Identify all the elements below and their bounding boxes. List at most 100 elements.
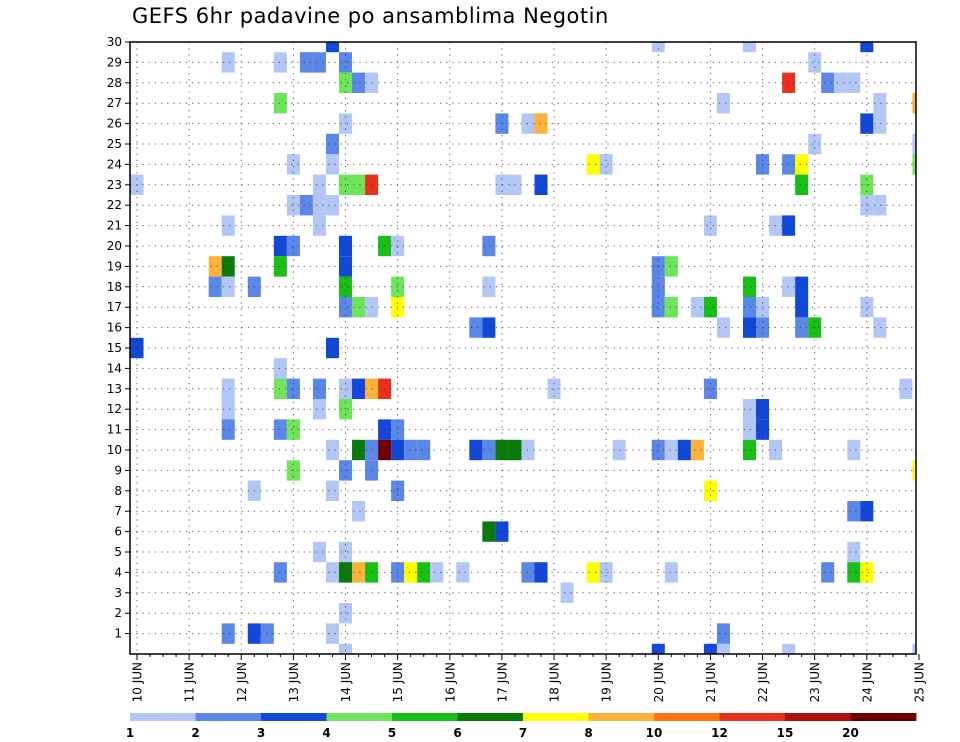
heatmap-cell — [312, 195, 326, 216]
colorbar-label: 20 — [842, 726, 859, 740]
y-tick-label: 22 — [107, 198, 122, 212]
heatmap-cell — [664, 439, 678, 461]
y-tick-label: 20 — [107, 239, 122, 253]
colorbar-swatch — [195, 713, 262, 721]
heatmap-cell — [221, 399, 235, 420]
heatmap-cell — [325, 195, 339, 216]
colorbar-label: 6 — [453, 726, 461, 740]
heatmap-cell — [286, 195, 300, 216]
colorbar-label: 3 — [257, 726, 265, 740]
colorbar-label: 8 — [584, 726, 592, 740]
heatmap-cell — [912, 93, 916, 114]
heatmap-cell — [703, 480, 717, 501]
heatmap-cell — [339, 52, 353, 73]
heatmap-cell — [743, 419, 757, 440]
heatmap-cells — [130, 42, 916, 654]
heatmap-cell — [743, 317, 757, 338]
heatmap-cell — [782, 643, 796, 654]
heatmap-cell — [482, 317, 496, 338]
heatmap-cell — [782, 72, 796, 93]
heatmap-cell — [860, 501, 874, 522]
y-tick-label: 14 — [107, 361, 122, 375]
colorbar-label: 5 — [388, 726, 396, 740]
heatmap-cell — [534, 113, 548, 134]
heatmap-cell — [312, 174, 326, 195]
heatmap-cell — [221, 378, 235, 399]
heatmap-cell — [339, 541, 353, 563]
colorbar-swatch — [719, 713, 786, 721]
colorbar-swatch — [785, 713, 851, 721]
heatmap-cell — [847, 541, 861, 563]
heatmap-cell — [352, 297, 366, 318]
heatmap-cell — [299, 52, 313, 73]
heatmap-cell — [286, 154, 300, 175]
heatmap-cell — [847, 439, 861, 461]
heatmap-cell — [273, 358, 287, 379]
heatmap-cell — [664, 562, 678, 583]
colorbar-swatch — [130, 713, 196, 721]
heatmap-cell — [912, 643, 916, 654]
heatmap-cell — [873, 113, 887, 134]
y-tick-label: 10 — [107, 443, 122, 457]
heatmap-cell — [339, 399, 353, 420]
y-tick-label: 28 — [107, 76, 122, 90]
x-tick-label: 20 JUN — [652, 662, 666, 702]
colorbar-swatch — [850, 713, 917, 721]
heatmap-cell — [703, 643, 717, 654]
colorbar-label: 7 — [519, 726, 527, 740]
heatmap-cell — [325, 480, 339, 501]
heatmap-cell — [417, 562, 431, 583]
heatmap-cell — [703, 215, 717, 236]
heatmap-cell — [860, 297, 874, 318]
heatmap-cell — [612, 439, 626, 461]
heatmap-cell — [690, 439, 704, 461]
colorbar-label: 4 — [322, 726, 330, 740]
heatmap-cell — [651, 276, 665, 297]
colorbar-swatch — [326, 713, 393, 721]
heatmap-cell — [286, 419, 300, 440]
x-tick-label: 18 JUN — [548, 662, 562, 702]
heatmap-cell — [430, 562, 444, 583]
y-tick-label: 16 — [107, 321, 122, 335]
heatmap-cell — [221, 419, 235, 440]
heatmap-cell — [312, 378, 326, 399]
heatmap-cell — [365, 562, 379, 583]
heatmap-cell — [352, 72, 366, 93]
heatmap-cell — [873, 93, 887, 114]
heatmap-cell — [273, 235, 287, 257]
colorbar-swatch — [523, 713, 589, 721]
y-tick-label: 4 — [114, 565, 122, 579]
y-tick-label: 21 — [107, 219, 122, 233]
heatmap-cell — [286, 378, 300, 399]
y-tick-label: 18 — [107, 280, 122, 294]
heatmap-cell — [743, 42, 757, 53]
heatmap-cell — [339, 297, 353, 318]
heatmap-cell — [821, 562, 835, 583]
y-tick-label: 19 — [107, 259, 122, 273]
y-tick-label: 24 — [107, 157, 122, 171]
heatmap-cell — [325, 133, 339, 155]
heatmap-cell — [547, 378, 561, 399]
y-axis: 1234567891011121314151617181920212223242… — [107, 35, 130, 641]
heatmap-cell — [312, 215, 326, 236]
heatmap-cell — [586, 562, 600, 583]
y-tick-label: 8 — [114, 484, 122, 498]
heatmap-cell — [795, 154, 809, 175]
heatmap-cell — [221, 276, 235, 297]
heatmap-cell — [782, 276, 796, 297]
heatmap-cell — [365, 439, 379, 461]
heatmap-cell — [325, 562, 339, 583]
heatmap-cell — [352, 174, 366, 195]
heatmap-cell — [847, 562, 861, 583]
colorbar-swatch — [261, 713, 327, 721]
x-tick-label: 24 JUN — [860, 662, 874, 702]
heatmap-cell — [365, 174, 379, 195]
x-tick-label: 10 JUN — [131, 662, 145, 702]
x-tick-label: 16 JUN — [443, 662, 457, 702]
heatmap-cell — [586, 154, 600, 175]
x-tick-label: 13 JUN — [287, 662, 301, 702]
x-tick-label: 19 JUN — [600, 662, 614, 702]
heatmap-cell — [325, 42, 339, 53]
heatmap-cell — [365, 72, 379, 93]
